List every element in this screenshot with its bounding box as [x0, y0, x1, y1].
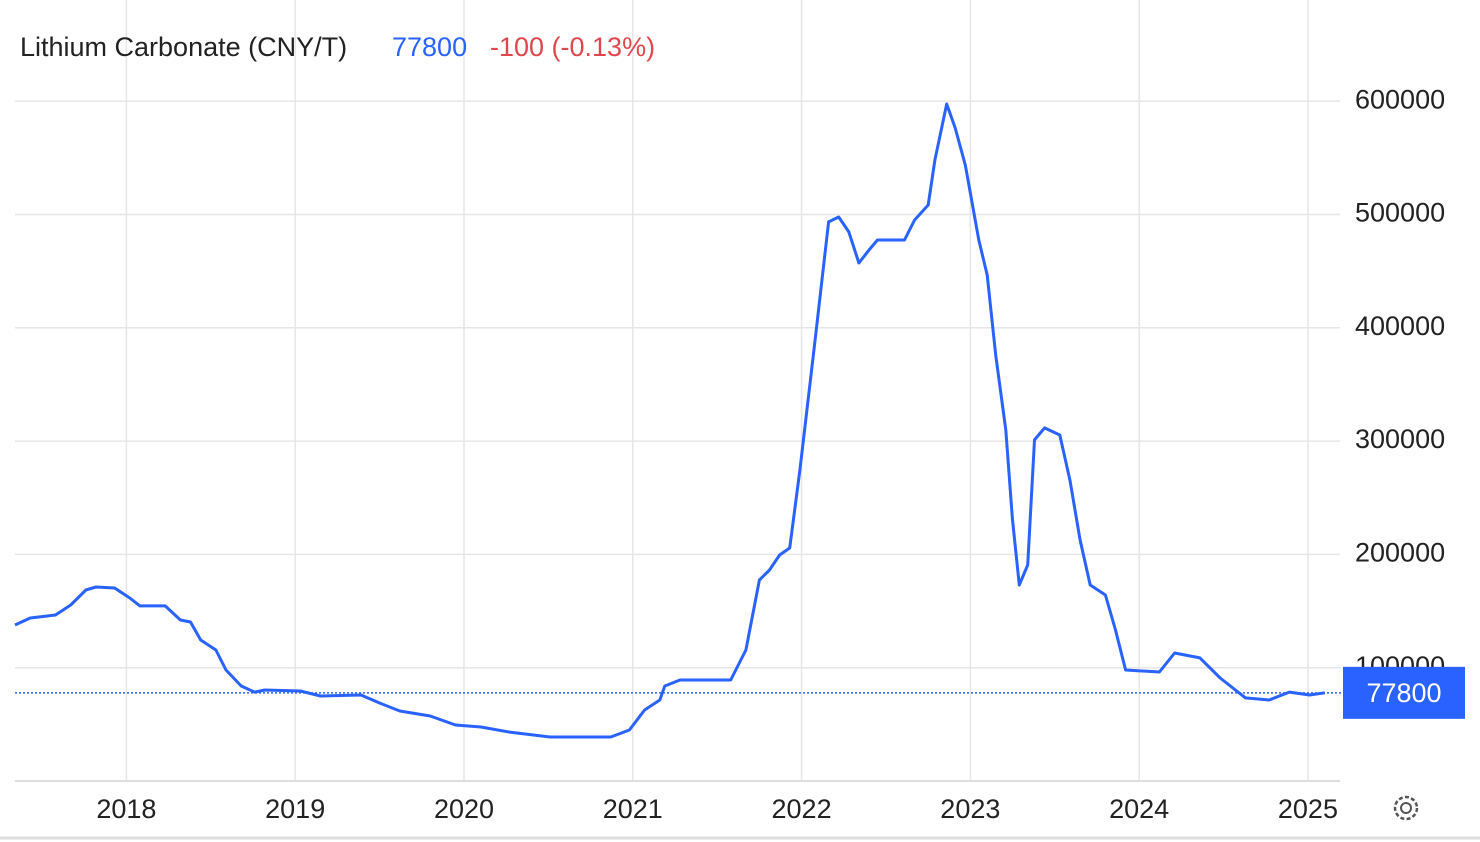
x-tick-label: 2021: [603, 794, 663, 824]
x-tick-label: 2019: [265, 794, 325, 824]
header: Lithium Carbonate (CNY/T) 77800 -100 (-0…: [20, 32, 655, 62]
grid: [15, 0, 1340, 781]
x-tick-label: 2024: [1109, 794, 1169, 824]
x-tick-label: 2022: [772, 794, 832, 824]
last-price: 77800: [392, 32, 467, 62]
last-price-label: 77800: [1366, 678, 1441, 708]
y-tick-label: 600000: [1355, 84, 1445, 114]
last-price-badge: [1343, 666, 1465, 719]
y-tick-label: 300000: [1355, 424, 1445, 454]
x-tick-label: 2020: [434, 794, 494, 824]
price-line: [14, 102, 1326, 739]
y-tick-label: 400000: [1355, 311, 1445, 341]
settings-icon[interactable]: [1393, 795, 1419, 821]
price-change: -100 (-0.13%): [490, 32, 655, 62]
x-tick-label: 2025: [1278, 794, 1338, 824]
chart-title: Lithium Carbonate (CNY/T): [20, 32, 347, 62]
y-tick-label: 200000: [1355, 538, 1445, 568]
x-tick-label: 2018: [96, 794, 156, 824]
x-tick-label: 2023: [940, 794, 1000, 824]
y-tick-label: 500000: [1355, 198, 1445, 228]
